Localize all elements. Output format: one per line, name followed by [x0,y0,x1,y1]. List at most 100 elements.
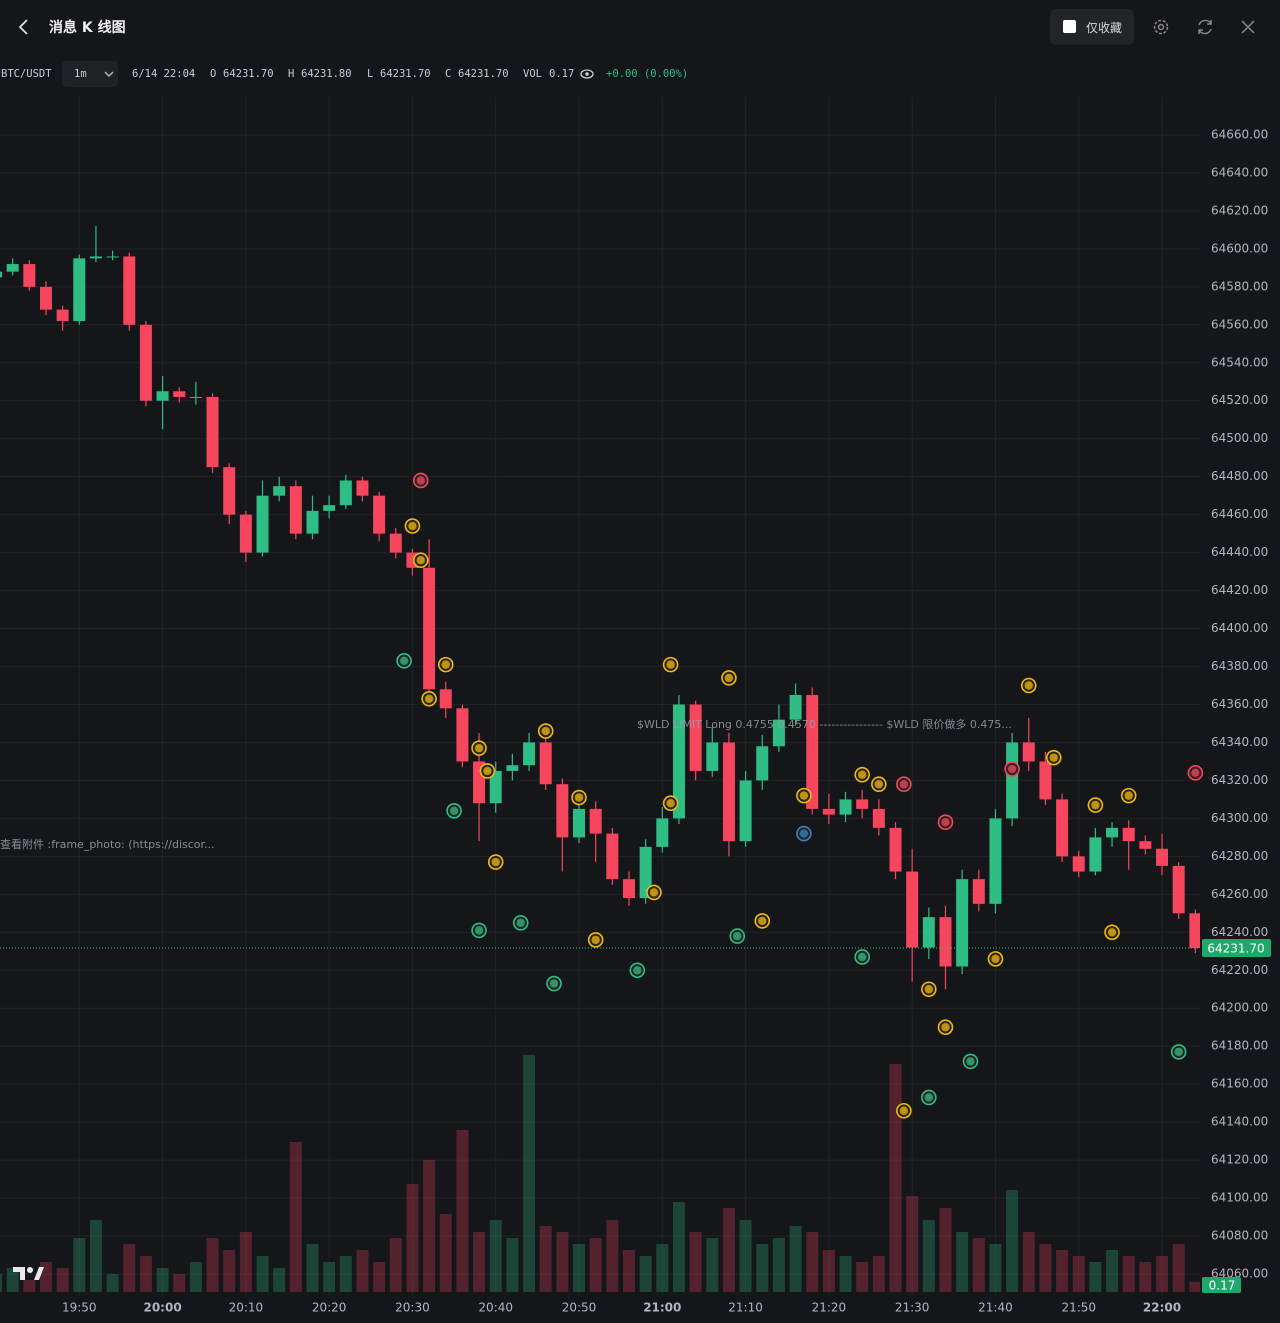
y-tick-label: 64660.00 [1211,127,1268,141]
y-tick-label: 64400.00 [1211,621,1268,635]
message-marker[interactable] [662,795,679,812]
message-marker[interactable] [487,854,504,870]
marker-dot [512,915,529,931]
h-label: H [288,68,295,80]
message-marker[interactable] [921,1089,937,1106]
message-marker[interactable] [729,928,746,944]
candle-body [106,256,119,258]
top-bar: 消息 K 线图 仅收藏 [0,0,1280,54]
candle-body [223,467,236,515]
message-marker[interactable] [1045,749,1062,766]
message-marker[interactable] [987,951,1004,967]
message-marker[interactable] [1120,787,1137,804]
message-marker[interactable] [854,766,870,783]
candle-body [856,799,869,809]
message-marker[interactable] [412,472,429,489]
message-marker[interactable] [937,814,954,830]
o-value: 64231.70 [223,68,274,80]
volume-bar [489,1220,502,1292]
message-marker[interactable] [896,1102,912,1119]
message-marker[interactable] [646,884,662,901]
candle-body [1106,827,1119,838]
refresh-button[interactable] [1195,17,1215,37]
marker-dot [396,653,412,669]
volume-bar [373,1262,386,1292]
back-button[interactable] [16,18,32,36]
y-tick-label: 64200.00 [1211,1001,1268,1015]
marker-dot [921,981,937,998]
message-marker[interactable] [404,518,421,534]
message-marker[interactable] [962,1053,979,1070]
marker-avatar [408,521,417,531]
close-button[interactable] [1240,19,1256,35]
message-marker[interactable] [546,975,562,992]
message-marker[interactable] [437,656,454,673]
message-marker[interactable] [1004,761,1020,777]
candle-body [0,271,2,278]
volume-pane [0,1055,1200,1292]
message-marker[interactable] [871,776,887,793]
marker-dot [404,518,421,534]
order-line-text: $WLD LIMIT Long 0.4755 0.4570 ----------… [637,717,1012,731]
message-marker[interactable] [421,690,437,707]
message-marker[interactable] [921,981,937,998]
candle-body [156,391,169,401]
message-marker[interactable] [537,723,554,739]
marker-dot [412,472,429,489]
candle-body [189,396,202,398]
settings-button[interactable] [1151,17,1171,37]
volume-bar [756,1244,769,1292]
message-marker[interactable] [571,789,587,806]
message-marker[interactable] [937,1019,954,1036]
message-marker[interactable] [471,922,487,939]
message-marker[interactable] [471,740,487,756]
message-marker[interactable] [1187,765,1204,781]
x-tick-label: 21:20 [812,1301,847,1315]
message-marker[interactable] [446,803,462,819]
message-marker[interactable] [796,787,812,804]
message-marker[interactable] [587,932,604,948]
y-tick-label: 64320.00 [1211,773,1268,787]
message-marker[interactable] [512,915,529,931]
y-tick-label: 64480.00 [1211,469,1268,483]
message-marker[interactable] [412,552,429,569]
message-marker[interactable] [896,776,912,793]
marker-dot [896,776,912,793]
y-tick-label: 64160.00 [1211,1077,1268,1091]
message-marker[interactable] [854,949,870,965]
checkbox[interactable] [1063,20,1076,33]
message-marker[interactable] [721,670,737,686]
candle-body [523,742,536,766]
marker-dot [871,776,887,793]
candle-body [706,742,719,771]
marker-dot [754,913,771,929]
candle-body [872,808,885,828]
visibility-icon[interactable] [580,69,594,79]
message-marker[interactable] [796,825,812,842]
message-marker[interactable] [1170,1044,1187,1060]
message-marker[interactable] [1087,797,1104,813]
message-marker[interactable] [1020,677,1037,694]
favorites-label: 仅收藏 [1086,21,1123,35]
volume-bar [1106,1250,1119,1292]
marker-dot [1187,765,1204,781]
marker-dot [646,884,662,901]
marker-dot [1170,1044,1187,1060]
marker-avatar [991,954,1000,964]
message-marker[interactable] [396,653,412,669]
volume-bar [1172,1244,1185,1292]
message-marker[interactable] [754,913,771,929]
marker-avatar [857,770,867,779]
marker-avatar [966,1057,975,1066]
volume-bar [439,1214,452,1292]
volume-bar [606,1220,619,1292]
message-marker[interactable] [1104,924,1120,941]
favorites-toggle[interactable]: 仅收藏 [1050,9,1134,45]
volume-bar [922,1220,935,1292]
candle-body [73,258,86,322]
message-marker[interactable] [629,962,646,979]
message-marker[interactable] [479,763,496,779]
interval-select[interactable]: 1m [62,61,118,87]
message-marker[interactable] [662,656,679,673]
candle-body [1139,841,1152,849]
